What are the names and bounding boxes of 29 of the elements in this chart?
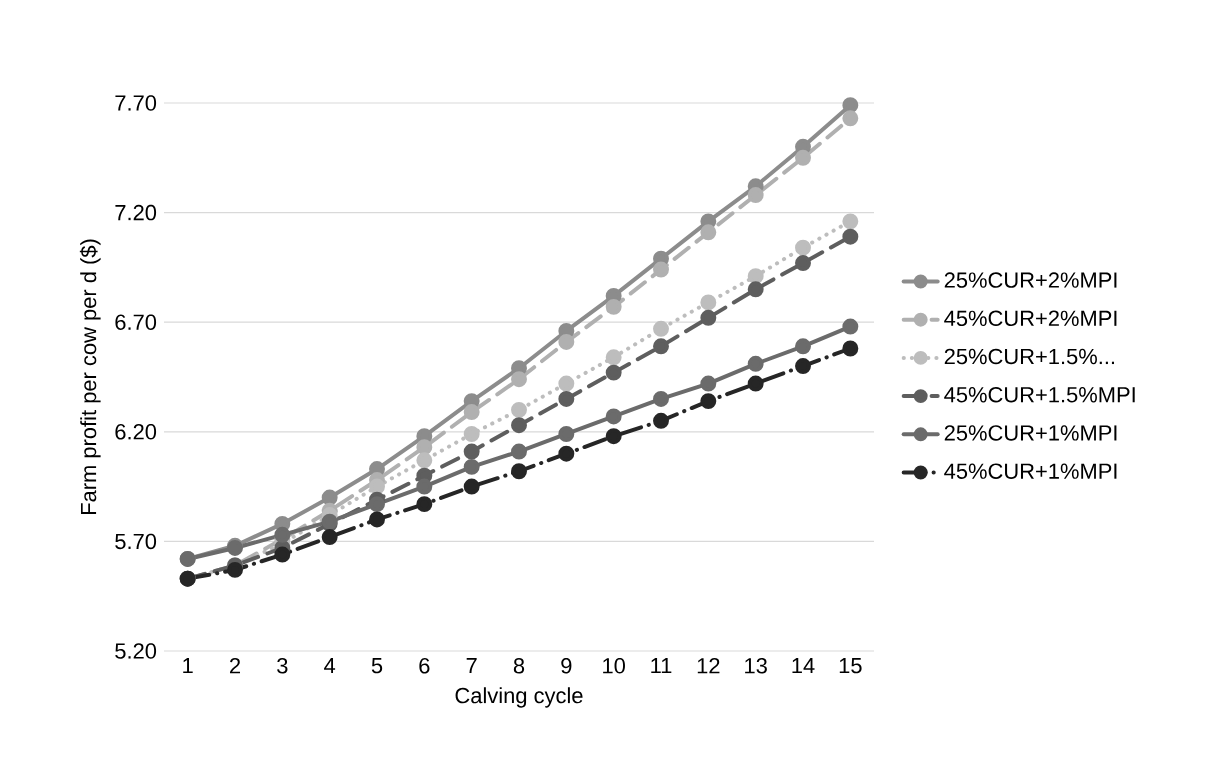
y-tick-label: 5.20	[115, 643, 157, 659]
x-tick-label: 8	[513, 658, 525, 674]
x-tick-label: 14	[792, 658, 815, 674]
y-tick-label: 6.70	[115, 314, 157, 330]
x-tick-label: 2	[230, 658, 240, 674]
x-tick-label: 5	[371, 658, 383, 674]
x-axis-title: Calving cycle	[455, 687, 583, 708]
x-tick-label: 3	[277, 658, 288, 674]
x-tick-label: 1	[183, 658, 193, 674]
legend-label: 25%CUR+1.5%...	[944, 348, 1115, 365]
x-tick-label: 4	[324, 658, 336, 674]
x-tick-label: 13	[745, 658, 767, 674]
x-tick-label: 7	[466, 658, 477, 674]
x-tick-label: 11	[651, 658, 672, 674]
y-tick-label: 5.70	[115, 533, 157, 550]
x-tick-label: 9	[561, 658, 572, 674]
y-tick-label: 7.70	[115, 95, 157, 111]
legend-label: 45%CUR+1%MPI	[944, 463, 1117, 479]
legend-label: 25%CUR+1%MPI	[944, 425, 1117, 441]
legend-label: 45%CUR+2%MPI	[944, 310, 1117, 327]
legend-label: 45%CUR+1.5%MPI	[944, 386, 1135, 403]
x-tick-label: 15	[839, 658, 862, 674]
x-tick-label: 12	[697, 658, 720, 674]
y-tick-label: 6.20	[115, 424, 157, 440]
x-tick-label: 10	[603, 658, 625, 674]
y-tick-label: 7.20	[115, 204, 157, 221]
y-axis-title: Farm profit per cow per d ($)	[79, 239, 101, 515]
legend-label: 25%CUR+2%MPI	[944, 272, 1117, 288]
x-tick-label: 6	[419, 658, 430, 674]
